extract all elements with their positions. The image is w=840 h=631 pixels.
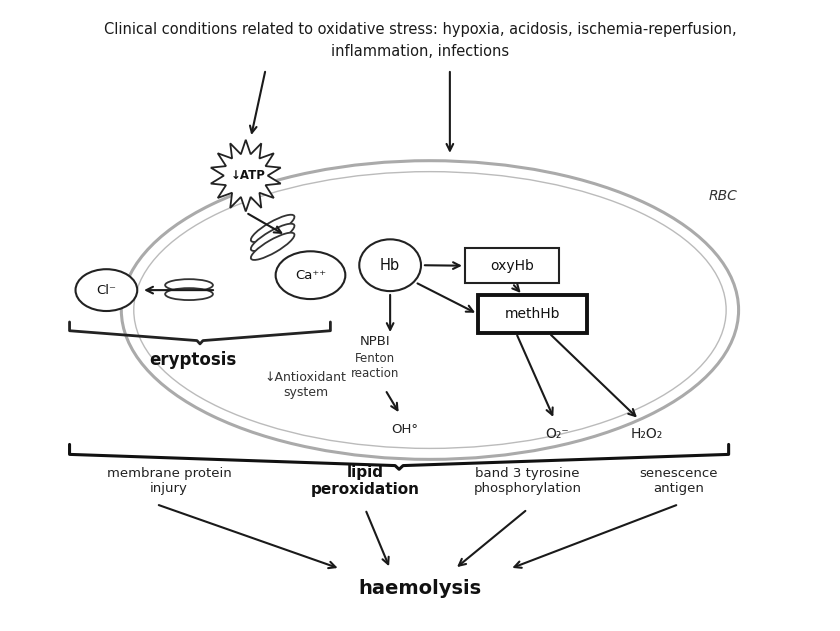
Ellipse shape (76, 269, 137, 311)
Text: oxyHb: oxyHb (491, 259, 534, 273)
Text: eryptosis: eryptosis (150, 351, 237, 369)
Bar (465, 248, 559, 283)
Ellipse shape (165, 288, 213, 300)
Text: O₂⁻: O₂⁻ (545, 427, 570, 442)
Text: ↓ATP: ↓ATP (230, 169, 265, 182)
Text: Hb: Hb (380, 257, 400, 273)
Text: NPBI: NPBI (360, 336, 391, 348)
Polygon shape (211, 140, 281, 211)
Text: ↓Antioxidant
system: ↓Antioxidant system (265, 370, 346, 399)
Text: inflammation, infections: inflammation, infections (331, 44, 509, 59)
Ellipse shape (276, 251, 345, 299)
Bar (478, 295, 587, 333)
Ellipse shape (251, 215, 295, 242)
Ellipse shape (251, 233, 295, 260)
Text: membrane protein
injury: membrane protein injury (107, 468, 232, 495)
Text: methHb: methHb (505, 307, 560, 321)
Ellipse shape (165, 279, 213, 291)
Text: Clinical conditions related to oxidative stress: hypoxia, acidosis, ischemia-rep: Clinical conditions related to oxidative… (103, 21, 737, 37)
Text: lipid
peroxidation: lipid peroxidation (311, 465, 420, 497)
Text: senescence
antigen: senescence antigen (639, 468, 718, 495)
Text: OH°: OH° (391, 423, 418, 436)
Text: RBC: RBC (709, 189, 738, 203)
Text: Ca⁺⁺: Ca⁺⁺ (295, 269, 326, 281)
Text: H₂O₂: H₂O₂ (631, 427, 663, 442)
Ellipse shape (360, 239, 421, 291)
Ellipse shape (251, 224, 295, 251)
Text: Cl⁻: Cl⁻ (97, 283, 117, 297)
Text: band 3 tyrosine
phosphorylation: band 3 tyrosine phosphorylation (474, 468, 581, 495)
Text: haemolysis: haemolysis (359, 579, 481, 598)
Text: Fenton
reaction: Fenton reaction (351, 351, 399, 380)
